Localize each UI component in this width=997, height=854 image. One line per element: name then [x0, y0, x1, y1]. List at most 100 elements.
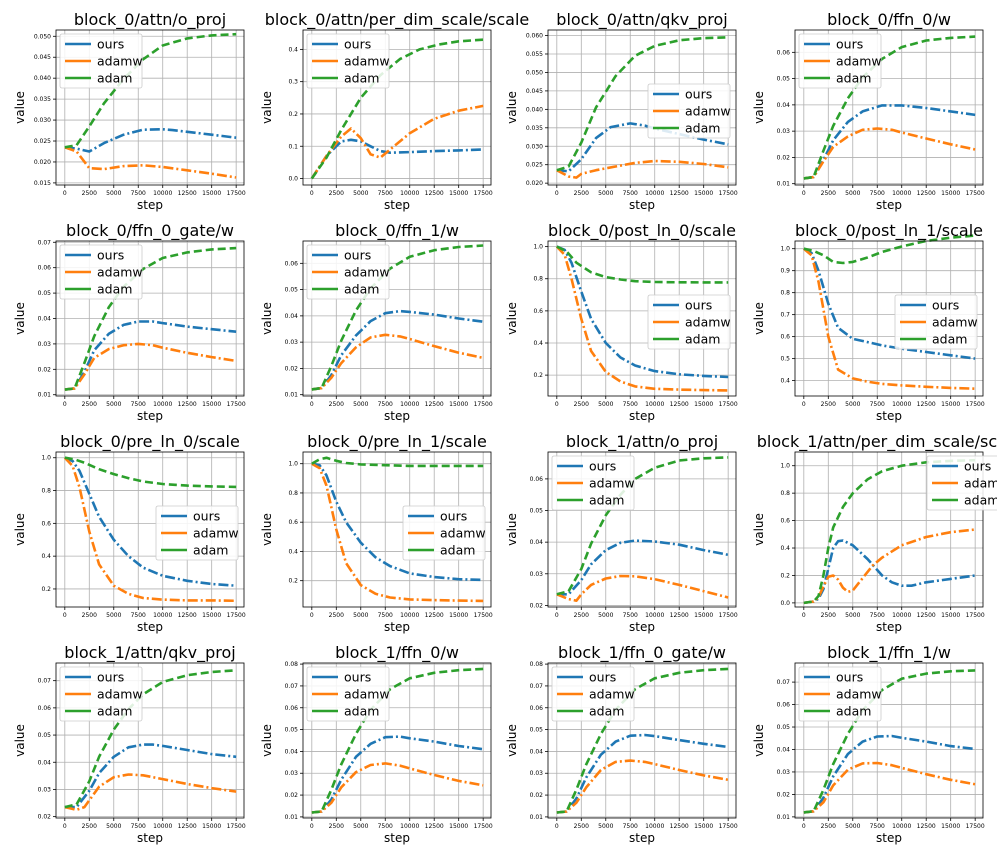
y-tick-label: 1.0	[533, 244, 543, 251]
x-tick-label: 17500	[719, 401, 738, 408]
y-tick-label: 0.6	[780, 334, 790, 341]
x-axis-label: step	[629, 620, 655, 634]
x-tick-label: 12500	[425, 823, 444, 830]
x-tick-label: 7500	[870, 612, 885, 619]
x-tick-label: 15000	[694, 190, 713, 197]
y-tick-label: 0.040	[526, 106, 543, 113]
legend: ours adamw adam	[306, 33, 390, 89]
x-tick-label: 12500	[917, 190, 936, 197]
series-line-ours	[64, 743, 237, 809]
y-tick-label: 0.2	[780, 572, 790, 579]
x-tick-label: 17500	[474, 190, 493, 197]
y-tick-label: 1.0	[41, 455, 51, 462]
y-tick-label: 0.4	[533, 340, 543, 347]
x-tick-label: 7500	[378, 190, 393, 197]
y-tick-label: 0.03	[38, 341, 52, 348]
y-tick-label: 0.05	[530, 508, 544, 515]
x-tick-label: 5000	[353, 612, 368, 619]
x-tick-label: 17500	[719, 190, 738, 197]
x-tick-label: 5000	[353, 401, 368, 408]
legend-box	[551, 455, 635, 511]
y-tick-label: 0.04	[38, 759, 52, 766]
y-axis-label: value	[505, 724, 519, 757]
x-tick-label: 2500	[329, 401, 344, 408]
y-tick-label: 0.050	[526, 69, 543, 76]
legend-label-adam: adam	[97, 71, 132, 86]
legend-box	[59, 666, 143, 722]
y-axis-label: value	[13, 724, 27, 757]
y-tick-label: 0.8	[780, 290, 790, 297]
legend-label-adamw: adamw	[685, 315, 731, 330]
legend-label-ours: ours	[836, 37, 863, 52]
legend-box	[59, 33, 143, 89]
legend: ours adamw adam	[155, 505, 239, 561]
chart-title: block_1/attn/o_proj	[566, 432, 718, 452]
legend-label-adam: adam	[589, 704, 624, 719]
x-tick-label: 5000	[598, 401, 613, 408]
axes-frame	[794, 240, 984, 397]
series-line-ours	[311, 309, 484, 391]
x-tick-label: 2500	[329, 612, 344, 619]
x-tick-label: 7500	[870, 190, 885, 197]
series-line-adam	[310, 38, 484, 180]
legend-box	[402, 505, 486, 561]
y-tick-label: 0.2	[288, 578, 298, 585]
series-line-ours	[803, 247, 976, 360]
x-tick-label: 15000	[694, 823, 713, 830]
chart-title: block_0/ffn_0/w	[827, 10, 951, 30]
x-tick-label: 12500	[670, 823, 689, 830]
series-line-adamw	[555, 245, 729, 392]
x-tick-label: 5000	[598, 823, 613, 830]
legend-box	[798, 666, 882, 722]
x-tick-label: 17500	[966, 190, 985, 197]
y-tick-label: 0.01	[285, 814, 299, 821]
chart-title: block_0/attn/o_proj	[74, 10, 226, 30]
series-line-ours	[64, 320, 237, 391]
x-tick-label: 0	[555, 401, 559, 408]
y-axis-label: value	[752, 91, 766, 124]
legend-label-adam: adam	[97, 282, 132, 297]
y-tick-label: 0.02	[38, 814, 52, 821]
legend-box	[926, 455, 997, 511]
axes-frame	[547, 240, 737, 397]
series-line-adam	[556, 245, 729, 284]
legend-label-adamw: adamw	[193, 526, 239, 541]
x-axis-label: step	[137, 620, 163, 634]
y-tick-label: 0.045	[526, 88, 543, 95]
legend: ours adamw adam	[798, 666, 882, 722]
series-line-adam	[64, 456, 237, 489]
legend-label-ours: ours	[97, 248, 124, 263]
axes-frame	[302, 29, 492, 186]
series-line-adamw	[311, 462, 484, 603]
axes-frame	[794, 29, 984, 186]
legend-label-ours: ours	[932, 298, 959, 313]
x-tick-label: 12500	[670, 612, 689, 619]
chart-svg: 0 2500 5000 7500 10000 12500 15000 17500 0.4 0.5 0…	[752, 221, 985, 423]
y-tick-label: 0.06	[530, 476, 544, 483]
legend-label-ours: ours	[344, 37, 371, 52]
x-axis-label: step	[629, 831, 655, 845]
y-tick-label: 0.020	[34, 159, 51, 166]
x-tick-label: 12500	[425, 612, 444, 619]
x-tick-label: 7500	[131, 401, 146, 408]
series-line-adam	[803, 234, 976, 265]
axes-frame	[794, 662, 984, 819]
y-tick-label: 0.02	[777, 791, 791, 798]
legend-label-ours: ours	[836, 670, 863, 685]
y-axis-label: value	[260, 513, 274, 546]
legend-box	[306, 244, 390, 300]
x-tick-label: 7500	[623, 823, 638, 830]
x-tick-label: 7500	[131, 190, 146, 197]
y-tick-label: 0.2	[41, 586, 51, 593]
series-line-adamw	[310, 104, 484, 180]
y-tick-label: 0.05	[38, 732, 52, 739]
x-tick-label: 0	[802, 823, 806, 830]
axes-frame	[302, 240, 492, 397]
x-tick-label: 2500	[821, 190, 836, 197]
x-tick-label: 17500	[474, 823, 493, 830]
legend-label-ours: ours	[344, 248, 371, 263]
x-tick-label: 15000	[941, 401, 960, 408]
y-tick-label: 0.06	[777, 49, 791, 56]
legend: ours adamw adam	[59, 666, 143, 722]
y-tick-label: 0.05	[530, 727, 544, 734]
